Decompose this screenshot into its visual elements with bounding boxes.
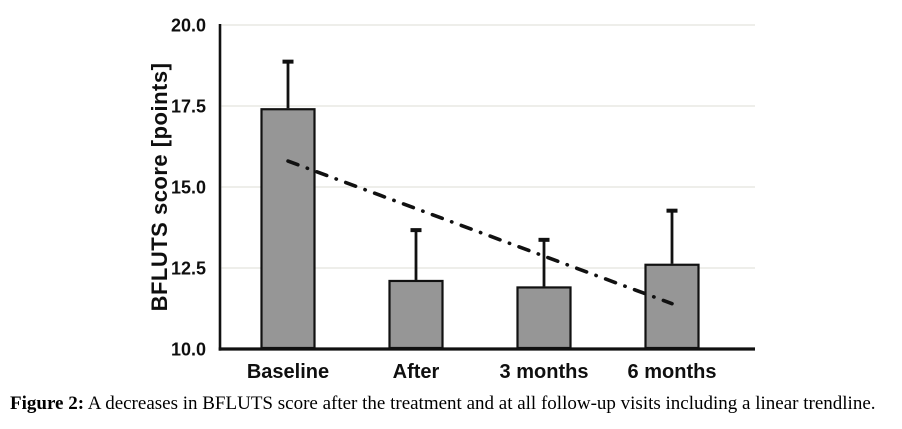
y-tick-label-20.0: 20.0	[171, 16, 206, 36]
bar-baseline	[260, 108, 316, 350]
x-tick-label-3-months: 3 months	[500, 361, 589, 383]
bar-6-months	[644, 263, 700, 350]
x-tick-label-baseline: Baseline	[247, 361, 329, 383]
bar-chart: 10.0 12.5 15.0 17.5 20.0 BFLUTS score [points…	[147, 16, 755, 383]
figure-caption-text: A decreases in BFLUTS score after the tr…	[87, 393, 876, 414]
y-tick-label-17.5: 17.5	[171, 97, 206, 117]
x-tick-label-6-months: 6 months	[628, 361, 717, 383]
y-tick-label-12.5: 12.5	[171, 259, 206, 279]
y-axis-title: BFLUTS score [points]	[147, 63, 172, 312]
trendline	[286, 159, 674, 306]
figure-caption: Figure 2: A decreases in BFLUTS score af…	[10, 393, 900, 416]
figure-caption-label: Figure 2:	[10, 393, 85, 414]
x-tick-label-after: After	[393, 361, 440, 383]
y-tick-label-15.0: 15.0	[171, 178, 206, 198]
y-tick-label-10.0: 10.0	[171, 340, 206, 360]
bar-after	[388, 279, 444, 350]
bar-3-months	[516, 286, 572, 350]
